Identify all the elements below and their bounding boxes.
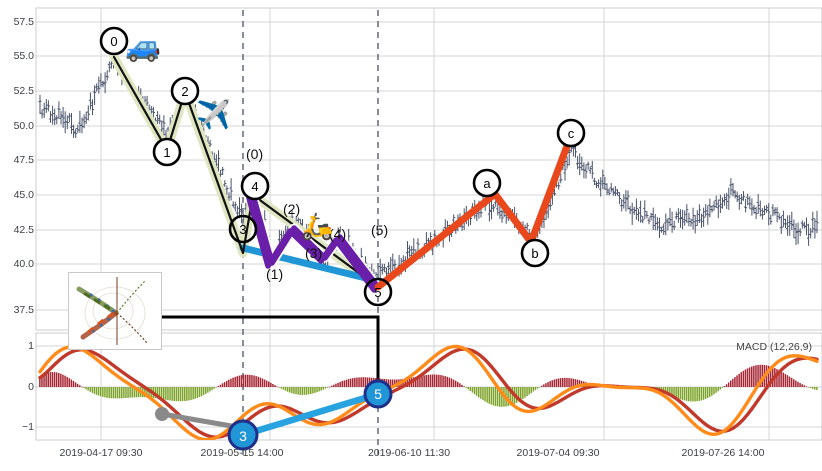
ytick-37-5: 37.5 bbox=[13, 304, 34, 316]
inset-connector-line bbox=[160, 315, 380, 394]
scooter-icon: 🛵 bbox=[301, 211, 334, 241]
wave-marker-c-label: c bbox=[568, 126, 575, 141]
wave-marker-a[interactable] bbox=[472, 168, 502, 198]
sub-wave-label-4: (4) bbox=[329, 226, 347, 242]
ytick-45-0: 45.0 bbox=[13, 189, 34, 201]
xtick-1: 2019-04-17 09:30 bbox=[59, 447, 143, 459]
price-wave-markers[interactable] bbox=[99, 26, 586, 307]
macd-signal-line bbox=[38, 347, 819, 439]
macd-ytick-0: 0 bbox=[28, 381, 34, 393]
price-panel-frame bbox=[35, 7, 822, 331]
sub-wave-line-inner bbox=[246, 195, 377, 293]
wave-marker-c[interactable] bbox=[556, 118, 586, 148]
sub-wave-label-5: (5) bbox=[371, 222, 389, 238]
ytick-50-0: 50.0 bbox=[13, 120, 34, 132]
price-vgridlines bbox=[100, 8, 770, 330]
wave-marker-2-label: 2 bbox=[181, 84, 188, 99]
sub-wave-line bbox=[250, 192, 381, 290]
correction-wave-line bbox=[374, 134, 574, 291]
marker-labels: 0 1 2 3 4 5 a b c bbox=[110, 34, 574, 300]
sub-wave-label-1: (1) bbox=[266, 266, 284, 282]
airplane-icon: ✈️ bbox=[196, 99, 231, 130]
ytick-40-0: 40.0 bbox=[13, 258, 34, 270]
wave-marker-1[interactable] bbox=[152, 137, 182, 167]
xtick-3: 2019-06-10 11:30 bbox=[367, 447, 451, 459]
wave-marker-5[interactable] bbox=[363, 277, 393, 307]
wave-marker-1-label: 1 bbox=[163, 145, 170, 160]
sub-wave-label-0: (0) bbox=[246, 146, 264, 162]
thumbnail-preview[interactable] bbox=[68, 272, 162, 350]
macd-marker-5-label: 5 bbox=[374, 386, 382, 402]
price-gridlines bbox=[36, 21, 822, 311]
macd-ytick-neg1: −1 bbox=[22, 421, 34, 433]
ytick-47-5: 47.5 bbox=[13, 154, 34, 166]
ytick-55-0: 55.0 bbox=[13, 50, 34, 62]
wave-marker-b[interactable] bbox=[520, 238, 550, 268]
macd-marker-labels: 3 5 bbox=[239, 386, 382, 444]
macd-prior-trend-dot bbox=[155, 407, 169, 421]
car-icon: 🚙 bbox=[125, 31, 162, 63]
macd-marker-3[interactable] bbox=[227, 419, 259, 451]
macd-marker-5[interactable] bbox=[363, 379, 393, 409]
wave-marker-5-label: 5 bbox=[374, 285, 381, 300]
wave-marker-0-label: 0 bbox=[110, 34, 117, 49]
macd-ytick-1: 1 bbox=[28, 340, 34, 352]
ytick-57-5: 57.5 bbox=[13, 16, 34, 28]
ytick-42-5: 42.5 bbox=[13, 224, 34, 236]
wave-marker-2[interactable] bbox=[170, 76, 200, 106]
xtick-4: 2019-07-04 09:30 bbox=[516, 447, 600, 459]
wave-marker-b-label: b bbox=[531, 246, 538, 261]
impulse-wave-line bbox=[112, 55, 380, 289]
macd-marker-3-label: 3 bbox=[239, 428, 247, 444]
sub-wave-label-3: (3) bbox=[305, 245, 323, 261]
wave-marker-0[interactable] bbox=[99, 26, 129, 56]
ytick-52-5: 52.5 bbox=[13, 85, 34, 97]
xtick-2: 2019-05-15 14:00 bbox=[200, 447, 284, 459]
wave-marker-3-label: 3 bbox=[239, 222, 246, 237]
wave-marker-4[interactable] bbox=[240, 171, 270, 201]
thumbnail-preview-canvas bbox=[69, 273, 161, 349]
macd-indicator-label: MACD (12,26,9) bbox=[736, 341, 812, 353]
wave-marker-4-label: 4 bbox=[251, 179, 258, 194]
wave-marker-a-label: a bbox=[483, 176, 491, 191]
macd-wave-markers[interactable] bbox=[227, 379, 393, 451]
xtick-5: 2019-07-26 14:00 bbox=[681, 447, 765, 459]
sub-wave-label-2: (2) bbox=[283, 201, 301, 217]
macd-divergence-line[interactable] bbox=[239, 390, 382, 439]
wave-marker-3[interactable] bbox=[228, 214, 258, 244]
macd-prior-trend-line bbox=[159, 411, 246, 431]
